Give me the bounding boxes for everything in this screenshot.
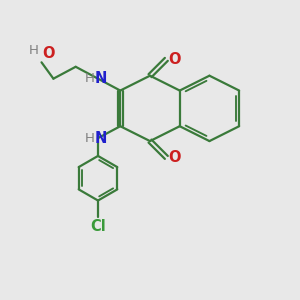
- Text: H: H: [85, 72, 94, 85]
- Text: N: N: [94, 70, 106, 86]
- Text: N: N: [94, 131, 106, 146]
- Text: O: O: [168, 52, 180, 67]
- Text: H: H: [85, 132, 94, 145]
- Text: Cl: Cl: [90, 219, 106, 234]
- Text: H: H: [28, 44, 38, 57]
- Text: O: O: [168, 150, 180, 165]
- Text: O: O: [42, 46, 55, 61]
